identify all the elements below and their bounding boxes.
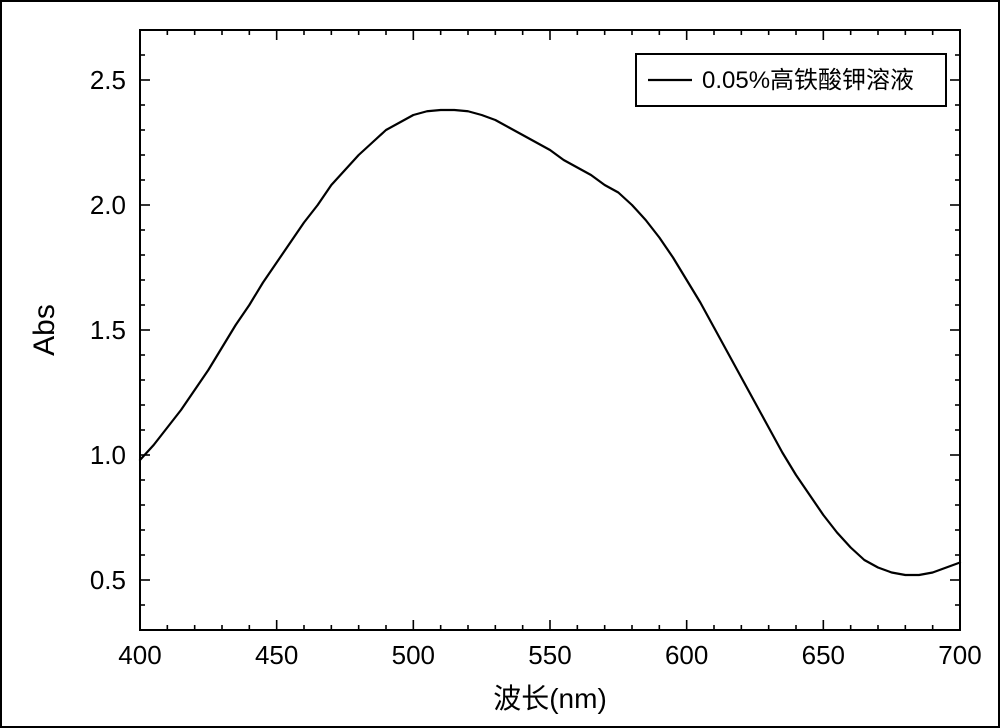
x-tick-label: 650 xyxy=(802,640,845,670)
line-chart: 400 450 500 550 600 650 700 波长(nm) 0.5 1.0 1.5 2.0 2… xyxy=(0,0,1000,728)
plot-border xyxy=(140,30,960,630)
y-tick-label: 2.5 xyxy=(90,65,126,95)
y-tick-label: 1.5 xyxy=(90,315,126,345)
x-tick-label: 450 xyxy=(255,640,298,670)
y-tick-label: 1.0 xyxy=(90,440,126,470)
y-axis-title: Abs xyxy=(28,304,61,356)
chart-container: 400 450 500 550 600 650 700 波长(nm) 0.5 1.0 1.5 2.0 2… xyxy=(0,0,1000,728)
legend-label: 0.05%高铁酸钾溶液 xyxy=(702,67,914,94)
x-tick-label: 550 xyxy=(528,640,571,670)
y-tick-label: 2.0 xyxy=(90,190,126,220)
y-tick-label: 0.5 xyxy=(90,565,126,595)
x-axis-title: 波长(nm) xyxy=(493,683,607,714)
x-tick-label: 700 xyxy=(938,640,981,670)
x-tick-label: 400 xyxy=(118,640,161,670)
x-tick-label: 500 xyxy=(392,640,435,670)
x-tick-label: 600 xyxy=(665,640,708,670)
